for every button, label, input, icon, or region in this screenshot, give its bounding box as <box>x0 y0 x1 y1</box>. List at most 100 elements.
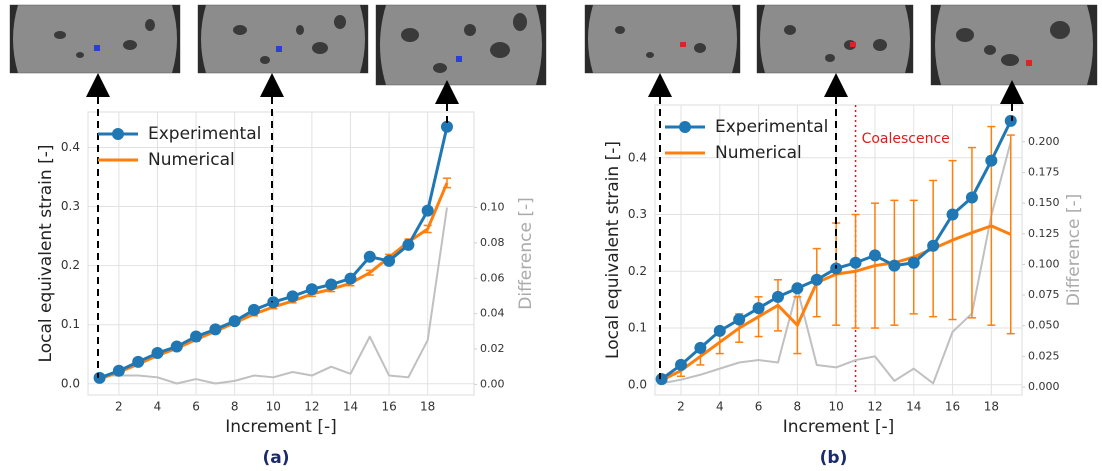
x-tick-label: 6 <box>192 400 200 414</box>
series-line <box>99 207 448 385</box>
caption: (a) <box>262 448 289 468</box>
x-axis-label: Increment [-] <box>783 417 894 437</box>
x-tick-label: 2 <box>677 400 685 414</box>
point <box>888 259 901 272</box>
point <box>907 256 920 269</box>
plot-frame <box>87 111 475 396</box>
y2-tick-label: 0.150 <box>1028 196 1060 209</box>
snapshot <box>930 4 1098 86</box>
legend-marker <box>679 121 691 133</box>
x-tick-label: 10 <box>829 400 844 414</box>
arrows <box>86 73 1024 104</box>
y2-tick-label: 0.00 <box>480 377 505 390</box>
point <box>112 364 125 377</box>
arrow-head <box>435 80 459 104</box>
legend-label: Numerical <box>715 143 802 163</box>
point <box>267 296 280 309</box>
y2-tick-label: 0.000 <box>1028 380 1060 393</box>
y-tick-label: 0.3 <box>628 207 647 221</box>
y-tick-label: 0.0 <box>61 376 80 390</box>
plot: 2 4 6 8 10 12 14 16 18 0.0 0.1 0.2 0.3 0.4 0.000 0.025 0… <box>603 97 1084 468</box>
arrow-head <box>260 73 284 97</box>
y-tick-label: 0.4 <box>628 150 647 164</box>
snapshots <box>9 4 1098 86</box>
point <box>305 283 318 296</box>
arrow-head <box>648 73 672 97</box>
point <box>927 239 940 252</box>
y2-axis-label: Difference [-] <box>1064 194 1084 306</box>
plot: 2 4 6 8 10 12 14 16 18 0.0 0.1 0.2 0.3 0.4 0.00 0.02 0.0… <box>36 97 536 468</box>
y2-tick-label: 0.02 <box>480 342 505 355</box>
legend-label: Numerical <box>148 150 235 170</box>
x-tick-label: 12 <box>867 400 882 414</box>
x-tick-label: 12 <box>304 400 319 414</box>
y2-tick-label: 0.125 <box>1028 227 1060 240</box>
y2-tick-label: 0.08 <box>480 236 505 249</box>
x-tick-label: 4 <box>716 400 724 414</box>
snapshot <box>9 4 181 74</box>
point <box>228 315 241 328</box>
y-tick-label: 0.2 <box>628 264 647 278</box>
arrow-head <box>1000 80 1024 104</box>
y2-tick-label: 0.200 <box>1028 135 1060 148</box>
y2-tick-label: 0.025 <box>1028 349 1060 362</box>
point <box>402 238 415 251</box>
y-axis-label: Local equivalent strain [-] <box>603 141 623 359</box>
snapshot <box>197 4 369 74</box>
point <box>985 154 998 167</box>
point <box>286 290 299 303</box>
point <box>247 303 260 316</box>
point <box>170 340 183 353</box>
point <box>383 254 396 267</box>
point <box>771 290 784 303</box>
x-tick-label: 10 <box>266 400 281 414</box>
legend-label: Experimental <box>148 124 261 144</box>
point <box>344 272 357 285</box>
y-tick-label: 0.3 <box>61 199 80 213</box>
point <box>674 358 687 371</box>
point <box>190 330 203 343</box>
y-tick-label: 0.2 <box>61 258 80 272</box>
snapshot <box>584 4 741 74</box>
x-tick-label: 8 <box>794 400 802 414</box>
x-tick-label: 4 <box>154 400 162 414</box>
point <box>733 313 746 326</box>
x-tick-label: 16 <box>945 400 960 414</box>
y-tick-label: 0.1 <box>61 317 80 331</box>
y-tick-label: 0.4 <box>61 140 80 154</box>
snapshot <box>756 4 914 74</box>
point <box>209 323 222 336</box>
series-line <box>661 141 1012 385</box>
point <box>151 347 164 360</box>
y-axis-label: Local equivalent strain [-] <box>36 145 56 363</box>
point <box>849 256 862 269</box>
point <box>325 278 338 291</box>
y2-tick-label: 0.06 <box>480 271 505 284</box>
y2-axis-label: Difference [-] <box>516 197 536 309</box>
point <box>363 250 376 263</box>
point <box>93 371 106 384</box>
arrow-head <box>86 73 110 97</box>
y-tick-label: 0.1 <box>628 321 647 335</box>
point <box>132 355 145 368</box>
x-tick-label: 16 <box>381 400 396 414</box>
snapshot <box>375 4 547 86</box>
point <box>791 282 804 295</box>
y2-tick-label: 0.075 <box>1028 288 1060 301</box>
x-axis-label: Increment [-] <box>225 417 336 437</box>
point <box>752 302 765 315</box>
point <box>810 273 823 286</box>
caption: (b) <box>820 448 848 468</box>
point <box>440 120 453 133</box>
x-tick-label: 18 <box>984 400 999 414</box>
x-tick-label: 2 <box>115 400 123 414</box>
point <box>965 191 978 204</box>
arrow-head <box>824 73 848 97</box>
legend-label: Experimental <box>715 117 828 137</box>
annotation-text: Coalescence <box>862 131 950 147</box>
point <box>694 341 707 354</box>
x-tick-label: 14 <box>906 400 921 414</box>
y2-tick-label: 0.100 <box>1028 257 1060 270</box>
y-tick-label: 0.0 <box>628 377 647 391</box>
